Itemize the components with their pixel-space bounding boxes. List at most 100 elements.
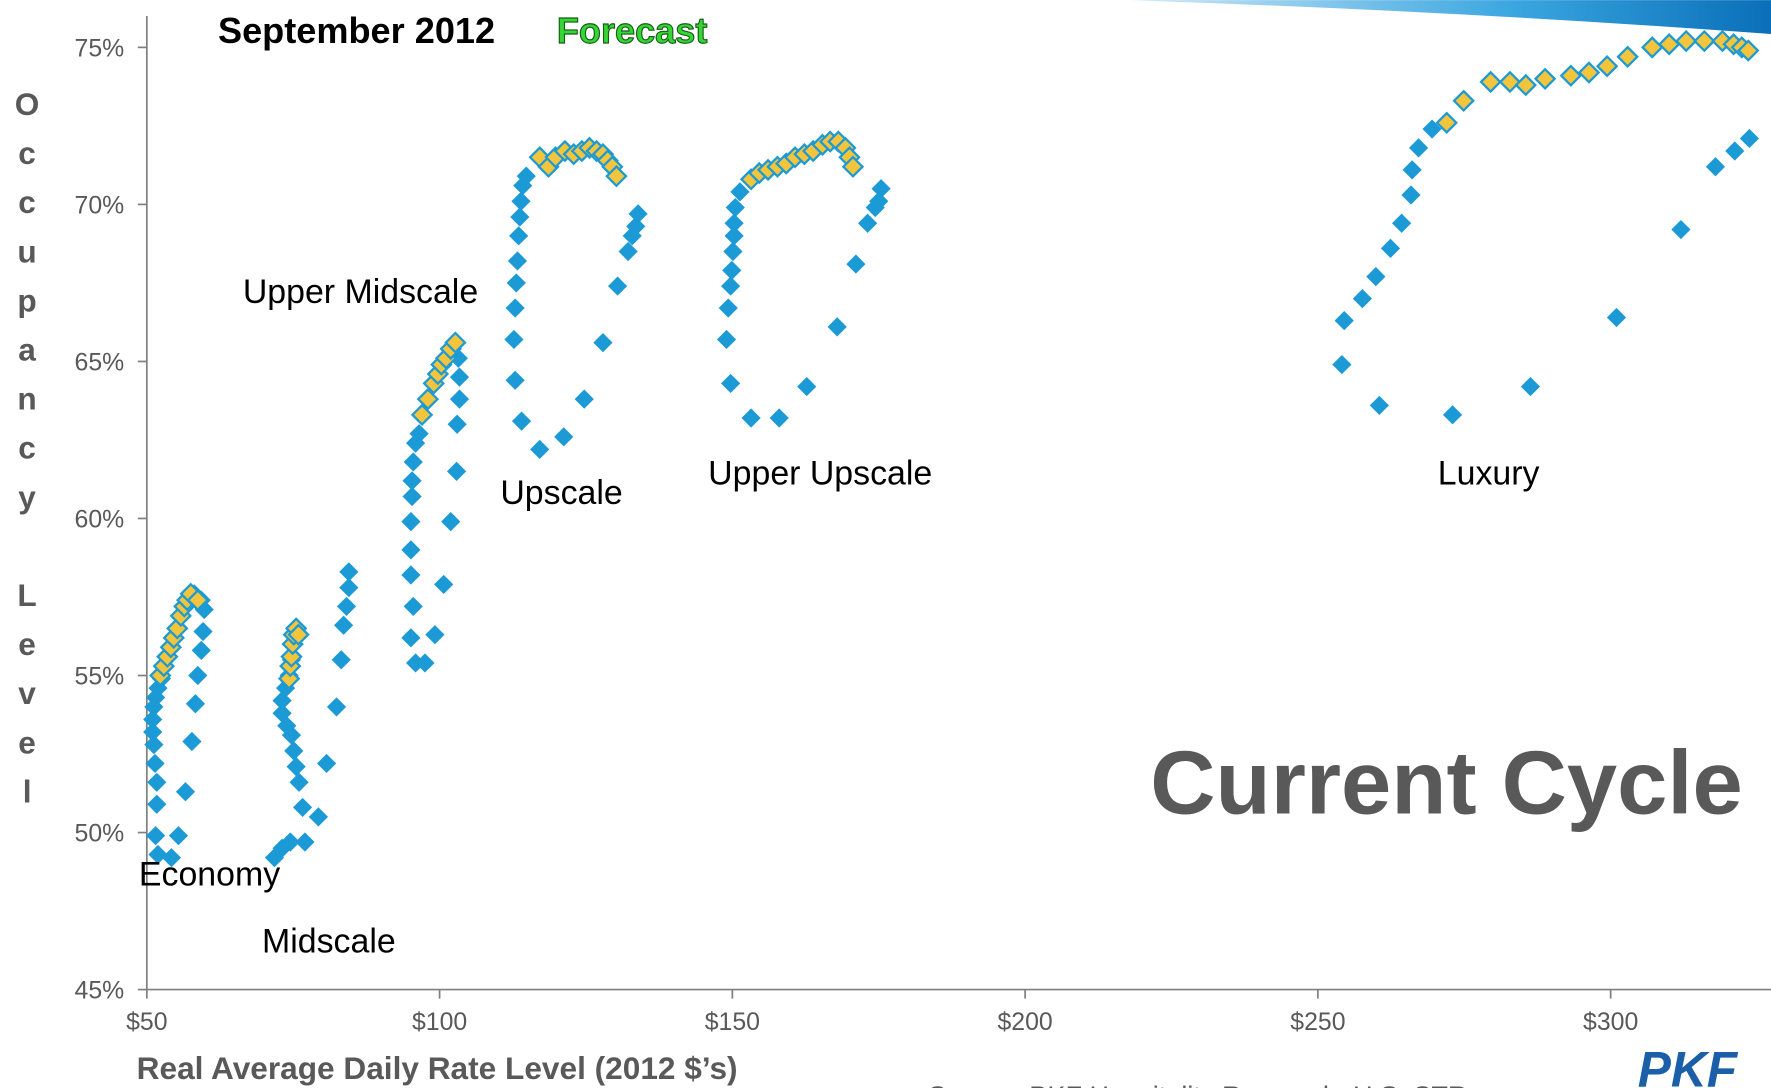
point xyxy=(511,191,531,211)
annotation: Midscale xyxy=(262,922,396,960)
annotation: Economy xyxy=(139,856,280,894)
x-tick-label: $300 xyxy=(1583,1009,1638,1036)
annotation: Current Cycle xyxy=(1150,732,1742,833)
point xyxy=(725,197,745,218)
point xyxy=(339,562,359,582)
point xyxy=(331,650,351,670)
point xyxy=(401,512,421,532)
annotation: Luxury xyxy=(1438,455,1540,493)
point xyxy=(185,694,206,714)
point xyxy=(264,848,285,868)
point xyxy=(593,333,613,353)
forecast-point xyxy=(287,623,310,646)
forecast-point xyxy=(1498,70,1522,94)
point xyxy=(175,782,196,802)
point xyxy=(281,725,302,745)
point xyxy=(434,574,454,595)
forecast-point xyxy=(277,667,301,690)
point xyxy=(846,254,866,274)
point xyxy=(161,848,182,868)
point xyxy=(446,461,467,481)
source: Source: PKF Hospitality Research, U.S. S… xyxy=(928,1080,1467,1088)
point xyxy=(403,596,423,617)
point xyxy=(858,213,878,233)
point xyxy=(718,298,738,318)
y-axis-label: Occupancy Level xyxy=(9,86,45,823)
point xyxy=(289,772,309,792)
point xyxy=(339,577,359,598)
point xyxy=(333,615,354,635)
forecast-point xyxy=(1595,55,1619,78)
point xyxy=(326,697,347,717)
annotation: Upper Upscale xyxy=(708,455,932,493)
point xyxy=(286,756,306,777)
plot-area: 45% 50% 55% 60% 65% 70% 75% $50 $100 $150 $200 $250… xyxy=(75,15,1771,1036)
point xyxy=(147,772,167,792)
x-tick-label: $200 xyxy=(998,1009,1053,1036)
point xyxy=(723,241,743,262)
x-tick-label: $50 xyxy=(126,1009,167,1036)
swoosh xyxy=(1129,0,1771,35)
point xyxy=(507,251,528,271)
point xyxy=(401,540,421,560)
point xyxy=(1369,395,1389,416)
point xyxy=(1422,119,1442,139)
point xyxy=(295,832,315,852)
point xyxy=(504,329,524,350)
point xyxy=(1352,289,1372,309)
point xyxy=(188,665,208,686)
point xyxy=(1671,219,1691,240)
point xyxy=(441,512,461,532)
forecast-point xyxy=(1435,111,1458,134)
forecast-point xyxy=(1737,39,1760,62)
point xyxy=(1402,160,1422,180)
y-tick-label: 50% xyxy=(75,821,125,848)
point xyxy=(191,640,211,660)
forecast-point xyxy=(444,331,467,354)
point xyxy=(530,439,550,459)
point xyxy=(316,753,337,774)
point xyxy=(143,709,163,730)
forecast-point xyxy=(1616,45,1639,69)
forecast-point xyxy=(1452,89,1475,112)
point xyxy=(449,367,470,387)
y-tick-label: 75% xyxy=(75,35,125,62)
forecast-point xyxy=(841,155,865,178)
point xyxy=(554,427,574,447)
point xyxy=(721,276,741,296)
x-tick-label: $100 xyxy=(412,1009,467,1036)
point xyxy=(144,735,164,755)
logo: PKF xyxy=(1638,1042,1739,1088)
chart-subtitle: Forecast xyxy=(557,10,708,51)
point xyxy=(1520,376,1541,397)
point xyxy=(447,414,467,434)
forecast-point xyxy=(186,588,209,612)
point xyxy=(308,807,328,827)
point xyxy=(1739,128,1760,149)
point xyxy=(425,625,445,645)
point xyxy=(1442,405,1463,425)
point xyxy=(409,424,429,444)
x-tick-label: $150 xyxy=(705,1009,760,1036)
point xyxy=(182,731,202,752)
point xyxy=(1334,311,1354,331)
y-tick-label: 65% xyxy=(75,349,125,376)
point xyxy=(292,797,313,818)
point xyxy=(516,166,536,186)
point xyxy=(143,722,163,742)
point xyxy=(193,621,213,642)
point xyxy=(1380,238,1401,258)
forecast-point xyxy=(1533,67,1557,90)
point xyxy=(1705,157,1726,177)
point xyxy=(402,471,422,491)
point xyxy=(1332,354,1352,375)
y-tick-label: 70% xyxy=(75,192,125,219)
point xyxy=(401,628,421,648)
point xyxy=(871,179,891,199)
forecast-point xyxy=(1559,64,1583,87)
point xyxy=(505,298,525,318)
forecast-point xyxy=(1641,36,1664,59)
point xyxy=(146,826,166,846)
point xyxy=(511,411,532,431)
